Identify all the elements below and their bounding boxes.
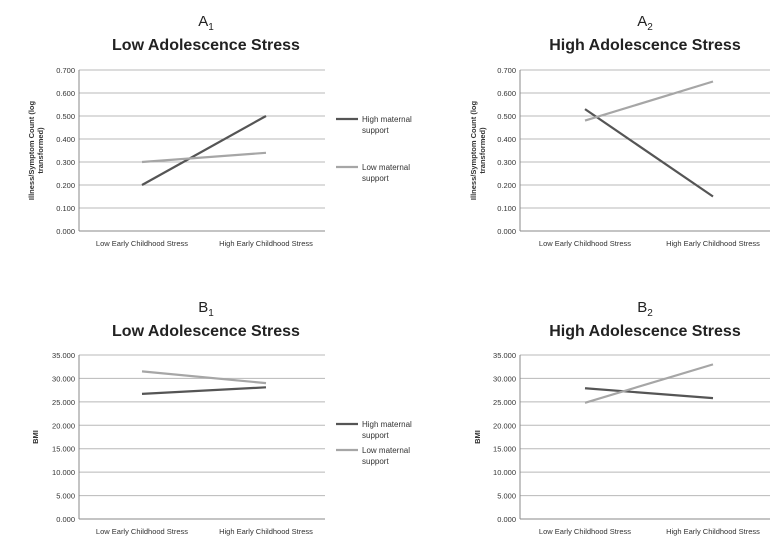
x-tick-label: High Early Childhood Stress <box>666 239 760 248</box>
y-tick-label: 0.500 <box>497 112 516 121</box>
y-axis-label: BMI <box>31 430 40 444</box>
y-tick-label: 0.000 <box>497 515 516 524</box>
series-line-low-maternal-support <box>584 363 714 404</box>
y-tick-label: 20.000 <box>52 421 75 430</box>
x-tick-label: High Early Childhood Stress <box>219 527 313 536</box>
legend-label-low-line1: Low maternal <box>362 446 410 455</box>
panel-letter: B1 <box>198 299 214 319</box>
x-tick-label: High Early Childhood Stress <box>219 239 313 248</box>
chart-title: Low Adolescence Stress <box>112 323 300 340</box>
y-tick-label: 5.000 <box>497 492 516 501</box>
y-tick-label: 0.400 <box>497 135 516 144</box>
panel-a2: A2 High Adolescence Stress 0.000 0.100 0.200… <box>469 13 770 248</box>
legend-label-low-line2: support <box>362 457 389 466</box>
y-tick-label: 15.000 <box>52 445 75 454</box>
panel-b2: B2 High Adolescence Stress 0.000 5.000 10.00… <box>473 299 770 536</box>
x-tick-label: Low Early Childhood Stress <box>96 239 188 248</box>
y-axis-label: Illness/Symptom Count (logtransformed) <box>469 100 487 200</box>
series-line-high-maternal-support <box>584 108 714 198</box>
x-tick-label: Low Early Childhood Stress <box>539 527 631 536</box>
panel-b1: B1 Low Adolescence Stress 0.000 5.000 10.000… <box>31 299 325 536</box>
y-tick-label: 0.000 <box>56 227 75 236</box>
panel-letter: A1 <box>198 13 214 33</box>
series-line-high-maternal-support <box>141 386 267 395</box>
y-tick-label: 30.000 <box>52 374 75 383</box>
legend-top: High maternal support Low maternal support <box>336 115 412 183</box>
chart-title: High Adolescence Stress <box>549 37 741 54</box>
legend-label-high-line2: support <box>362 126 389 135</box>
y-tick-label: 10.000 <box>52 468 75 477</box>
y-tick-label: 25.000 <box>52 398 75 407</box>
chart-title: Low Adolescence Stress <box>112 37 300 54</box>
y-axis-label: Illness/Symptom Count (logtransformed) <box>27 100 45 200</box>
y-tick-label: 35.000 <box>493 351 516 360</box>
series-line-low-maternal-support <box>584 80 714 122</box>
legend-bottom: High maternal support Low maternal support <box>336 420 412 466</box>
y-tick-label: 15.000 <box>493 445 516 454</box>
y-tick-label: 25.000 <box>493 398 516 407</box>
y-tick-label: 0.000 <box>56 515 75 524</box>
panel-letter: A2 <box>637 13 653 33</box>
series-line-high-maternal-support <box>584 387 714 400</box>
y-tick-label: 0.000 <box>497 227 516 236</box>
series-line-low-maternal-support <box>141 370 267 385</box>
y-tick-label: 0.100 <box>56 204 75 213</box>
x-tick-label: Low Early Childhood Stress <box>539 239 631 248</box>
y-tick-label: 0.300 <box>497 158 516 167</box>
y-tick-label: 5.000 <box>56 492 75 501</box>
panel-letter: B2 <box>637 299 653 319</box>
y-tick-label: 0.600 <box>497 89 516 98</box>
legend-label-low-line2: support <box>362 174 389 183</box>
y-tick-label: 35.000 <box>52 351 75 360</box>
x-tick-label: High Early Childhood Stress <box>666 527 760 536</box>
y-tick-label: 0.600 <box>56 89 75 98</box>
legend-label-low-line1: Low maternal <box>362 163 410 172</box>
x-tick-label: Low Early Childhood Stress <box>96 527 188 536</box>
y-tick-label: 10.000 <box>493 468 516 477</box>
y-tick-label: 0.100 <box>497 204 516 213</box>
y-axis-label: BMI <box>473 430 482 444</box>
legend-label-high-line1: High maternal <box>362 115 412 124</box>
y-tick-label: 0.500 <box>56 112 75 121</box>
y-tick-label: 0.700 <box>56 66 75 75</box>
y-tick-label: 0.300 <box>56 158 75 167</box>
y-tick-label: 0.200 <box>497 181 516 190</box>
y-tick-label: 0.400 <box>56 135 75 144</box>
y-tick-label: 0.700 <box>497 66 516 75</box>
legend-label-high-line2: support <box>362 431 389 440</box>
legend-label-high-line1: High maternal <box>362 420 412 429</box>
y-tick-label: 0.200 <box>56 181 75 190</box>
series-line-low-maternal-support <box>141 151 267 164</box>
chart-title: High Adolescence Stress <box>549 323 741 340</box>
series-line-high-maternal-support <box>141 115 267 186</box>
y-tick-label: 30.000 <box>493 374 516 383</box>
y-tick-label: 20.000 <box>493 421 516 430</box>
panel-a1: A1 Low Adolescence Stress 0.000 0.100 0.200 0… <box>27 13 325 248</box>
